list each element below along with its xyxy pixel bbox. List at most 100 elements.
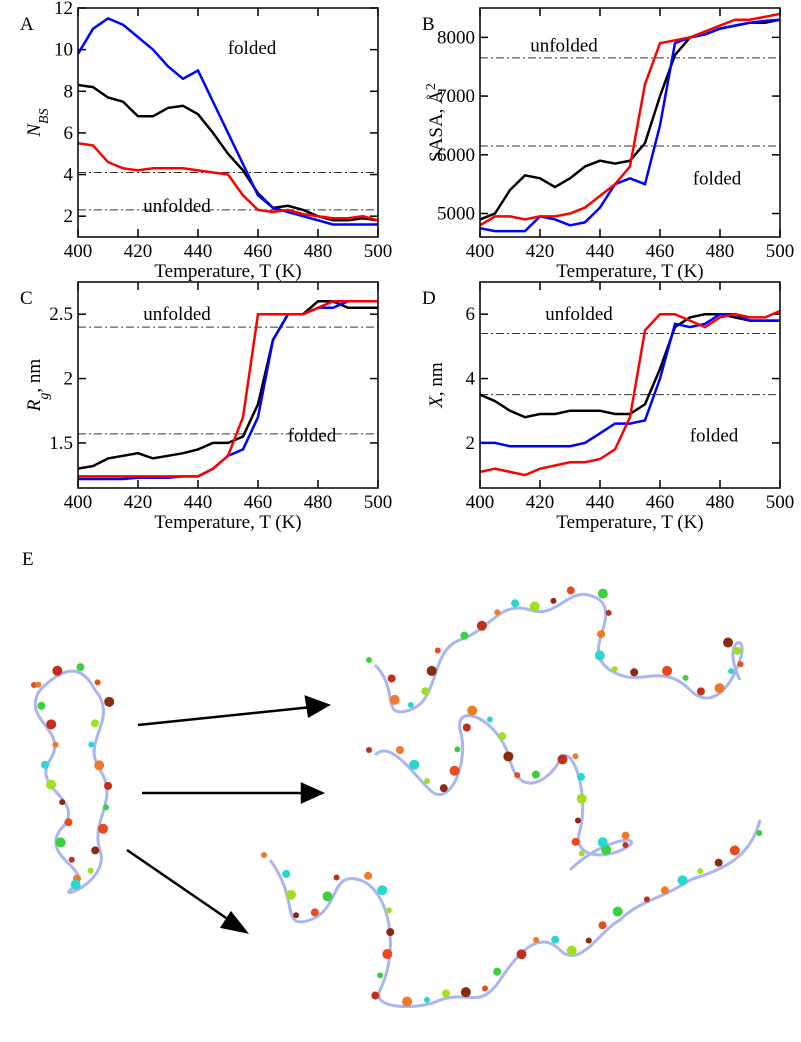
y-axis-label: SASA, Å2 (424, 83, 448, 162)
x-tick-label: 460 (646, 241, 675, 262)
residue (577, 794, 587, 804)
residue (598, 589, 608, 599)
residue (715, 683, 725, 693)
residue (76, 663, 84, 671)
residue (599, 921, 607, 929)
residue (71, 880, 81, 890)
protein-illustration (35, 594, 760, 1006)
residue (662, 666, 672, 676)
residue (286, 890, 296, 900)
x-tick-label: 480 (304, 492, 333, 513)
residue (377, 972, 383, 978)
x-tick-label: 420 (526, 241, 555, 262)
residue (723, 638, 733, 648)
residue (91, 719, 99, 727)
residue (728, 668, 734, 674)
residue (371, 992, 379, 1000)
annotation: unfolded (530, 36, 598, 57)
residue (756, 830, 762, 836)
residue (477, 621, 487, 631)
x-tick-label: 500 (364, 492, 393, 513)
residue (460, 632, 468, 640)
residue (59, 799, 65, 805)
residue (88, 742, 94, 748)
residue (261, 852, 267, 858)
x-tick-label: 480 (706, 241, 735, 262)
residue (567, 586, 575, 594)
residue (94, 760, 104, 770)
chart-panel: A40042044046048050024681012Temperature, … (20, 0, 392, 282)
y-tick-label: 2 (64, 206, 74, 227)
residue (46, 719, 56, 729)
residue (572, 838, 580, 846)
residue (697, 687, 705, 695)
arrow-head (302, 784, 322, 802)
residue (598, 837, 608, 847)
x-axis-label: Temperature, T (K) (154, 512, 301, 533)
residue (450, 766, 460, 776)
residue (532, 771, 540, 779)
residue (487, 717, 493, 723)
residue (311, 908, 319, 916)
y-tick-label: 10 (54, 40, 73, 61)
data-line (78, 301, 378, 479)
y-tick-label: 2 (466, 433, 476, 454)
x-axis-label: Temperature, T (K) (154, 261, 301, 282)
residue (697, 868, 703, 874)
data-area (78, 301, 378, 479)
y-axis-label-part: SASA, Å (426, 90, 447, 162)
residue (715, 859, 723, 867)
residue (498, 732, 506, 740)
panel-label: A (20, 14, 34, 35)
x-axis-label: Temperature, T (K) (556, 261, 703, 282)
annotation: unfolded (143, 304, 211, 325)
annotation: folded (288, 425, 337, 446)
residue (503, 751, 513, 761)
residue (461, 987, 471, 997)
panel-label: C (20, 288, 33, 309)
y-axis-label-part: , nm (426, 362, 447, 396)
residue (104, 697, 114, 707)
residue (530, 601, 540, 611)
residue (517, 949, 527, 959)
arrow-head (306, 697, 328, 716)
y-axis-label: X, nm (426, 362, 447, 409)
residue (644, 896, 650, 902)
plot-frame (480, 8, 780, 237)
data-line (480, 20, 780, 231)
data-area (480, 311, 780, 475)
residue (427, 666, 437, 676)
residue (382, 949, 392, 959)
residue (334, 874, 340, 880)
y-axis-label: NBS (24, 108, 52, 137)
x-tick-label: 400 (64, 492, 93, 513)
x-tick-label: 460 (244, 492, 273, 513)
residue (323, 891, 333, 901)
residue (454, 746, 460, 752)
y-axis-label-part: , nm (24, 359, 45, 393)
plot-frame (480, 282, 780, 488)
residue (293, 912, 299, 918)
data-area (480, 14, 780, 231)
x-tick-label: 440 (586, 492, 615, 513)
data-line (78, 85, 378, 220)
residue (661, 886, 669, 894)
y-tick-label: 6 (466, 304, 476, 325)
residue (622, 842, 628, 848)
y-tick-label: 4 (64, 165, 74, 186)
y-tick-label: 8 (64, 81, 74, 102)
residue (409, 760, 419, 770)
x-tick-label: 500 (766, 492, 795, 513)
residue (442, 990, 450, 998)
residue (95, 679, 101, 685)
residue (622, 832, 630, 840)
x-tick-label: 420 (124, 492, 153, 513)
y-tick-label: 6 (64, 123, 74, 144)
residue (440, 784, 448, 792)
x-tick-label: 400 (64, 241, 93, 262)
panel-label: D (422, 288, 436, 309)
residue (463, 723, 471, 731)
y-axis-label-part: BS (37, 108, 52, 124)
